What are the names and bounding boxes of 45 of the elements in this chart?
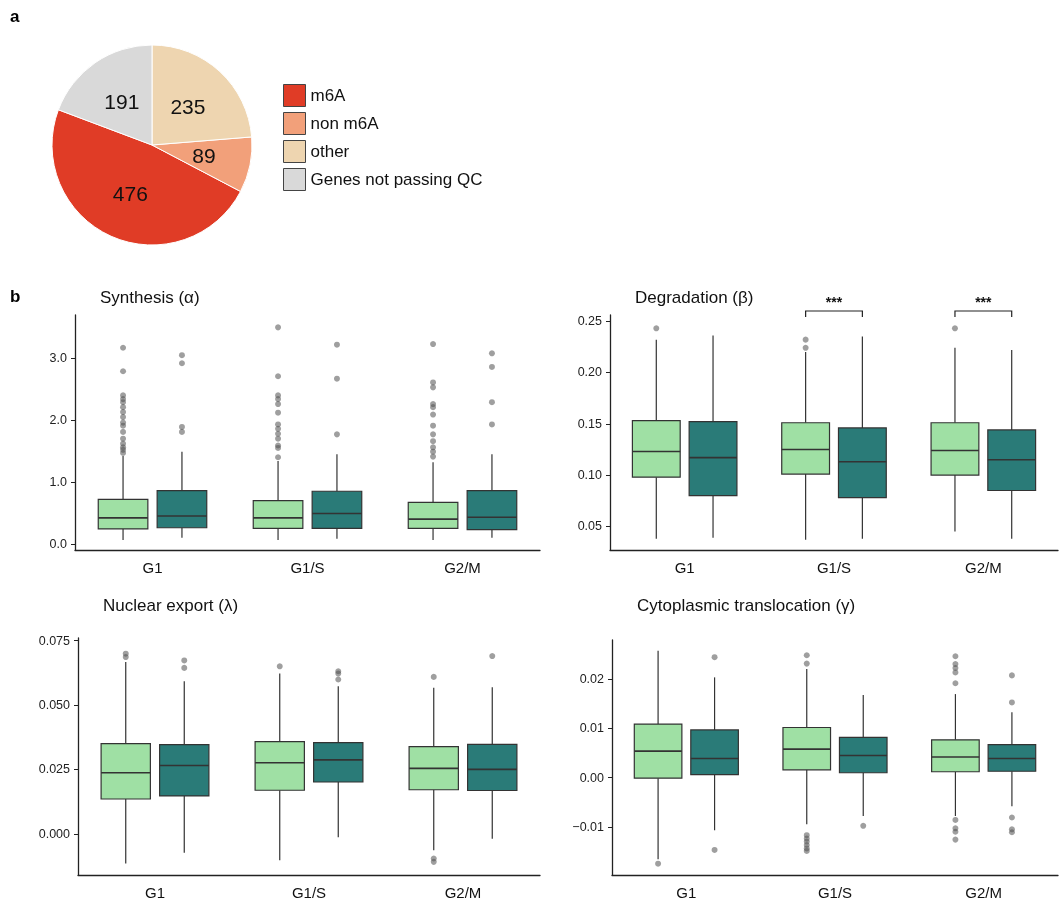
y-tick-label: 2.0 — [49, 413, 68, 428]
y-tick-label: 0.025 — [38, 762, 71, 777]
y-tick-label: 3.0 — [49, 351, 68, 366]
y-tick-label: 0.050 — [38, 697, 71, 712]
legend-label: other — [310, 142, 350, 161]
chart-title: Cytoplasmic translocation (γ) — [637, 596, 856, 615]
chart-title: Degradation (β) — [635, 288, 754, 307]
x-tick-label: G1 — [142, 559, 163, 576]
y-tick-label: 0.000 — [38, 826, 71, 841]
x-tick-label: G2/M — [444, 559, 481, 576]
data-label: 235 — [170, 94, 206, 118]
y-tick-label: −0.01 — [572, 819, 605, 834]
x-tick-label: G2/M — [965, 884, 1003, 901]
y-tick-label: 0.00 — [579, 770, 605, 785]
x-tick-label: G2/M — [964, 559, 1002, 576]
data-label: 191 — [104, 89, 140, 113]
y-tick-label: 0.02 — [579, 672, 605, 687]
text: *** — [975, 294, 993, 310]
y-tick-label: 0.25 — [577, 314, 603, 329]
x-tick-label: G1/S — [816, 559, 852, 576]
data-label: 476 — [112, 181, 148, 205]
text: a — [10, 7, 20, 26]
y-tick-label: 1.0 — [49, 474, 68, 489]
y-tick-label: 0.0 — [49, 536, 68, 551]
text: b — [10, 287, 21, 306]
x-tick-label: G1/S — [817, 884, 853, 901]
text: *** — [825, 294, 843, 310]
y-tick-label: 0.15 — [577, 416, 603, 431]
legend-label: m6A — [310, 86, 347, 105]
y-tick-label: 0.01 — [579, 721, 605, 736]
chart-title: Nuclear export (λ) — [103, 596, 239, 615]
y-tick-label: 0.20 — [577, 365, 603, 380]
x-tick-label: G1/S — [290, 559, 325, 576]
data-label: 89 — [192, 144, 216, 168]
chart-title: Synthesis (α) — [100, 288, 200, 307]
legend-label: Genes not passing QC — [310, 170, 483, 189]
y-tick-label: 0.10 — [577, 468, 603, 483]
x-tick-label: G1 — [676, 884, 697, 901]
legend-label: non m6A — [310, 114, 380, 133]
x-tick-label: G1/S — [291, 884, 327, 901]
x-tick-label: G1 — [674, 559, 695, 576]
x-tick-label: G1 — [144, 884, 166, 901]
y-tick-label: 0.05 — [577, 519, 603, 534]
x-tick-label: G2/M — [444, 884, 482, 901]
y-tick-label: 0.075 — [38, 633, 71, 648]
